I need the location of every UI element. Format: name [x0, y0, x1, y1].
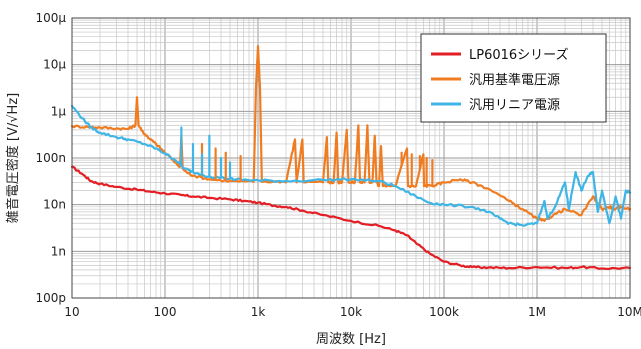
x-axis-title: 周波数 [Hz]	[316, 332, 386, 347]
series-layer	[70, 45, 632, 271]
legend-label-3: 汎用リニア電源	[469, 98, 560, 113]
tick-layer: 10 100 1k 10k 100k 1M 10M 100μ 10μ 1μ 100n 10n 1n 100…	[35, 11, 641, 319]
y-tick-label: 100μ	[35, 11, 66, 25]
legend-label-1: LP6016シリーズ	[469, 47, 569, 63]
series-line-3	[70, 104, 632, 227]
y-tick-label: 100n	[35, 151, 66, 165]
x-tick-label: 10M	[617, 305, 641, 319]
x-tick-label: 100	[154, 305, 177, 319]
x-tick-label: 1M	[528, 305, 546, 319]
y-tick-label: 1μ	[51, 104, 67, 118]
x-tick-label: 100k	[429, 305, 459, 319]
y-tick-label: 1n	[51, 244, 66, 258]
plot-frame	[71, 17, 631, 299]
y-axis-title: 雑音電圧密度 [V/√Hz]	[5, 93, 21, 223]
legend-label-2: 汎用基準電圧源	[469, 72, 560, 88]
x-tick-label: 10k	[340, 305, 362, 319]
x-tick-label: 1k	[251, 305, 266, 319]
y-tick-label: 10n	[43, 198, 66, 212]
y-tick-label: 100p	[35, 291, 66, 305]
series-line-2	[70, 45, 632, 222]
series-line-1	[70, 165, 632, 271]
x-tick-label: 10	[64, 305, 79, 319]
y-tick-label: 10μ	[43, 58, 66, 72]
